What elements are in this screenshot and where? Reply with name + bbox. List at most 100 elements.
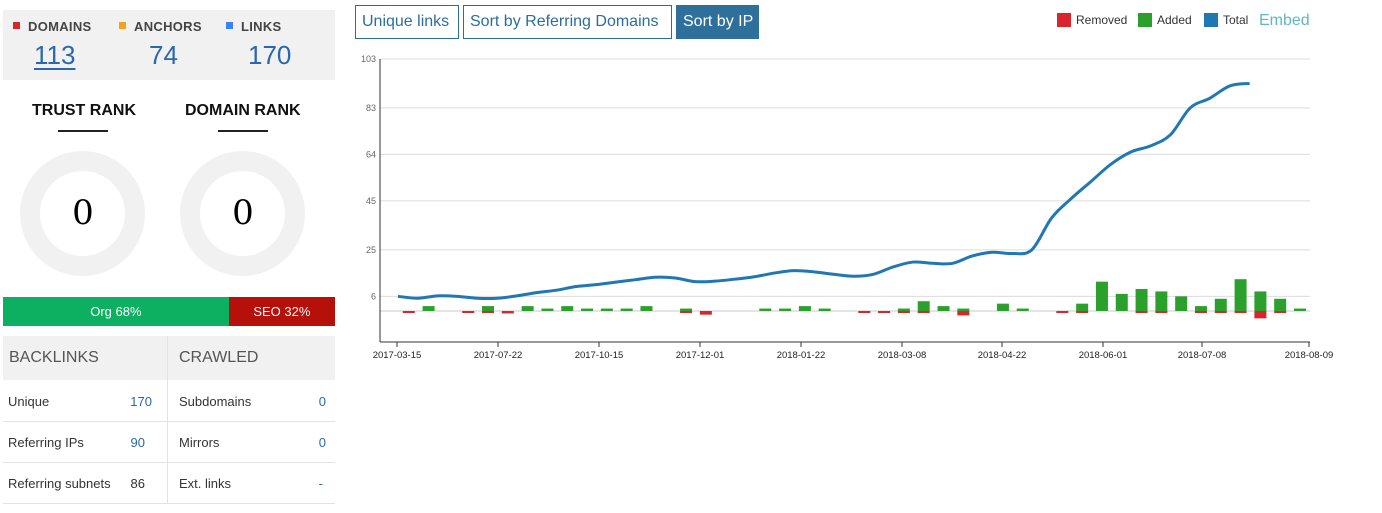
sort-by-referring-domains-button[interactable]: Sort by Referring Domains (463, 5, 672, 39)
sort-by-ip-button[interactable]: Sort by IP (676, 5, 759, 39)
domains-stat-header: DOMAINS (13, 19, 92, 34)
trust-rank-title: TRUST RANK (32, 102, 136, 119)
added-bar (1095, 281, 1108, 311)
row-label: Mirrors (179, 435, 220, 450)
domains-square-icon (13, 22, 20, 29)
removed-bar (1076, 311, 1089, 313)
removed-bar (1194, 311, 1207, 313)
added-bar (482, 306, 495, 311)
summary-stats: DOMAINS 113 ANCHORS 74 LINKS 170 (3, 10, 335, 80)
added-bar (581, 308, 594, 311)
row-value[interactable]: 0 (318, 435, 326, 450)
y-tick-label: 103 (361, 54, 376, 64)
row-label: Unique (8, 394, 50, 409)
links-label: LINKS (241, 19, 282, 34)
total-series-line (397, 81, 1250, 301)
added-bar (779, 308, 792, 311)
chart-bars (402, 279, 1306, 319)
chart-grid (380, 58, 1310, 312)
x-tick-label: 2017-12-01 (676, 350, 725, 361)
crawled-row: Mirrors 0 (168, 422, 335, 463)
removed-bar (1234, 311, 1247, 313)
x-tick-label: 2018-08-09 (1285, 350, 1334, 361)
backlinks-row: Referring IPs 90 (3, 422, 167, 463)
embed-link[interactable]: Embed (1259, 12, 1310, 29)
added-bar (1175, 296, 1188, 311)
row-value[interactable]: 0 (318, 394, 326, 409)
legend-total-label: Total (1223, 13, 1249, 27)
x-tick-label: 2017-03-15 (373, 350, 422, 361)
row-label: Ext. links (179, 476, 232, 491)
links-value: 170 (248, 40, 292, 70)
seo-share: SEO 32% (228, 297, 335, 326)
removed-bar (1155, 311, 1168, 313)
x-tick-label: 2017-10-15 (575, 350, 624, 361)
domain-rank-divider (218, 130, 268, 132)
added-bar (1076, 303, 1089, 311)
added-bar (957, 308, 970, 311)
added-bar (1016, 308, 1029, 311)
y-tick-label: 83 (366, 103, 376, 113)
added-bar (620, 308, 633, 311)
legend-removed[interactable]: Removed (1057, 11, 1127, 29)
org-share: Org 68% (3, 297, 229, 326)
legend-total[interactable]: Total (1204, 11, 1248, 29)
added-bar (422, 306, 435, 311)
legend-added-label: Added (1157, 13, 1192, 27)
links-square-icon (226, 22, 233, 29)
row-label: Referring subnets (8, 476, 111, 491)
removed-bar (482, 311, 495, 313)
added-bar (798, 306, 811, 311)
anchors-label: ANCHORS (134, 19, 202, 34)
anchors-stat-header: ANCHORS (119, 19, 202, 34)
org-seo-split-bar: Org 68% SEO 32% (3, 297, 335, 326)
table-column-divider (167, 336, 168, 504)
added-bar (1234, 279, 1247, 311)
anchors-square-icon (119, 22, 126, 29)
added-bar (640, 306, 653, 311)
added-bar (1254, 291, 1267, 311)
row-value[interactable]: 90 (130, 435, 145, 450)
removed-bar (878, 311, 891, 313)
legend-added[interactable]: Added (1138, 11, 1192, 29)
unique-links-button[interactable]: Unique links (355, 5, 459, 39)
row-value: - (318, 476, 323, 491)
chart-axes: 6 25 45 64 83 103 2017-03-15 2017-07-22 2017-10-… (361, 54, 1333, 361)
domains-value[interactable]: 113 (34, 40, 76, 70)
backlinks-header: BACKLINKS (3, 336, 167, 380)
added-bar (1294, 308, 1306, 311)
domains-label: DOMAINS (28, 19, 92, 34)
added-bar (600, 308, 613, 311)
added-bar (521, 306, 534, 311)
removed-bar (1135, 311, 1148, 313)
backlinks-row: Unique 170 (3, 381, 167, 422)
removed-bar (1274, 311, 1287, 313)
row-label: Referring IPs (8, 435, 84, 450)
removed-bar (1056, 311, 1069, 313)
domain-rank-title: DOMAIN RANK (185, 102, 301, 119)
links-stat-header: LINKS (226, 19, 282, 34)
y-tick-label: 64 (366, 149, 376, 159)
domain-rank-value: 0 (232, 193, 254, 233)
removed-bar (1254, 311, 1267, 319)
removed-bar (1214, 311, 1227, 313)
removed-bar (680, 311, 693, 313)
row-label: Subdomains (179, 394, 252, 409)
x-tick-label: 2018-03-08 (878, 350, 927, 361)
removed-bar (897, 311, 910, 313)
y-tick-label: 6 (371, 291, 376, 301)
removed-bar (917, 311, 930, 313)
removed-swatch-icon (1057, 13, 1071, 27)
added-bar (897, 308, 910, 311)
added-bar (1135, 288, 1148, 311)
x-tick-label: 2018-01-22 (777, 350, 826, 361)
added-bar (1155, 291, 1168, 311)
added-bar (680, 308, 693, 311)
legend-removed-label: Removed (1076, 13, 1128, 27)
anchors-value: 74 (149, 40, 178, 70)
added-bar (1194, 306, 1207, 311)
row-value[interactable]: 170 (130, 394, 152, 409)
y-tick-label: 25 (366, 245, 376, 255)
crawled-row: Subdomains 0 (168, 381, 335, 422)
added-bar (917, 301, 930, 311)
